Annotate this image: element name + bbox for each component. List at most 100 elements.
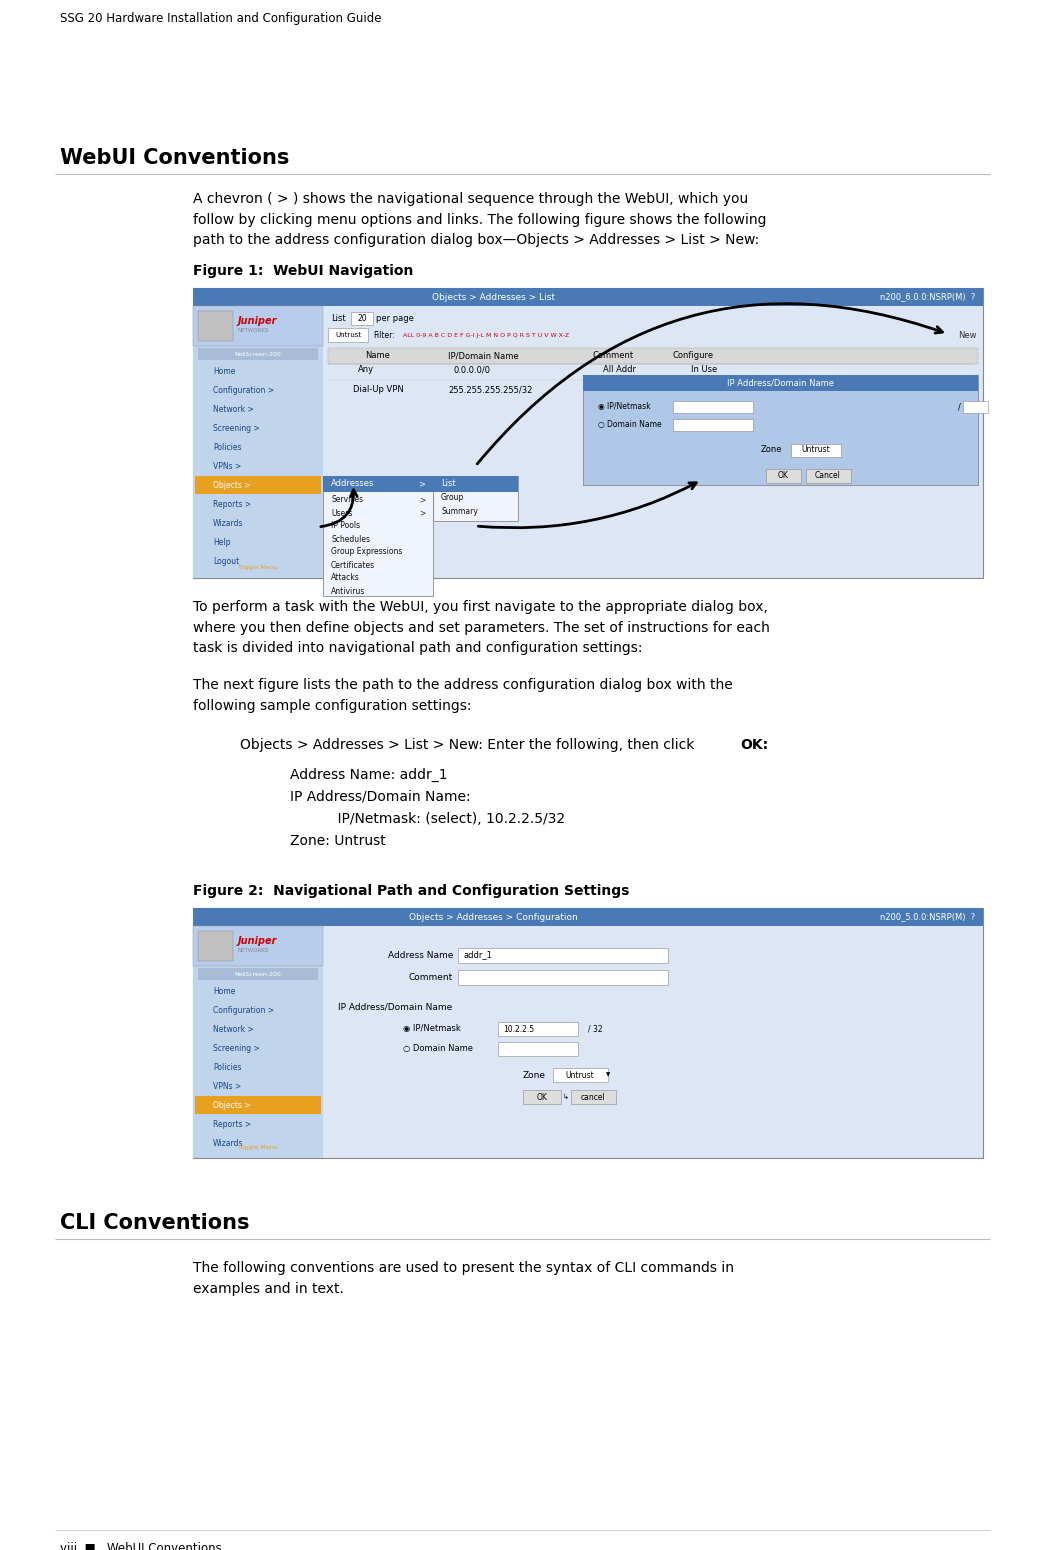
Text: IP Address/Domain Name: IP Address/Domain Name — [727, 378, 834, 388]
Bar — [522, 1090, 561, 1104]
Text: List: List — [441, 479, 456, 488]
Text: Name: Name — [366, 352, 391, 361]
Text: Comment: Comment — [593, 352, 633, 361]
Text: IP/Domain Name: IP/Domain Name — [447, 352, 518, 361]
Text: /: / — [958, 403, 960, 411]
Bar — [323, 476, 433, 597]
Text: NETWORKS: NETWORKS — [238, 329, 270, 333]
Text: Logout: Logout — [213, 556, 239, 566]
Text: ◉ IP/Netmask: ◉ IP/Netmask — [598, 403, 651, 411]
Text: Group Expressions: Group Expressions — [331, 547, 402, 556]
Text: Network >: Network > — [213, 405, 254, 414]
Bar — [498, 1042, 578, 1056]
Text: Any: Any — [358, 366, 374, 375]
Text: Policies: Policies — [213, 1063, 241, 1073]
Text: Screening >: Screening > — [213, 1045, 260, 1052]
Text: OK:: OK: — [740, 738, 768, 752]
Text: Summary: Summary — [441, 507, 478, 516]
Bar — [193, 908, 983, 925]
Text: Help: Help — [213, 538, 231, 547]
Text: Objects > Addresses > Configuration: Objects > Addresses > Configuration — [409, 913, 578, 922]
Text: n200_5.0.0:NSRP(M)  ?: n200_5.0.0:NSRP(M) ? — [880, 913, 975, 922]
Text: / 32: / 32 — [588, 1025, 603, 1034]
Text: VPNs >: VPNs > — [213, 462, 241, 471]
Text: Objects >: Objects > — [213, 480, 251, 490]
Text: Toggle Menu: Toggle Menu — [238, 566, 278, 570]
Bar — [193, 925, 323, 966]
Bar — [198, 932, 233, 961]
Bar — [328, 329, 368, 343]
Text: Untrust: Untrust — [565, 1071, 595, 1079]
Text: 20: 20 — [357, 315, 367, 322]
Text: 0.0.0.0/0: 0.0.0.0/0 — [452, 366, 490, 375]
Text: Cancel: Cancel — [814, 471, 840, 480]
Text: Figure 1:  WebUI Navigation: Figure 1: WebUI Navigation — [193, 264, 414, 277]
Text: IP Address/Domain Name:: IP Address/Domain Name: — [291, 790, 470, 804]
Text: Wizards: Wizards — [213, 519, 243, 529]
Text: The following conventions are used to present the syntax of CLI commands in
exam: The following conventions are used to pr… — [193, 1262, 734, 1296]
Text: Network >: Network > — [213, 1025, 254, 1034]
Text: Configuration >: Configuration > — [213, 1006, 274, 1015]
Text: Services: Services — [331, 496, 363, 504]
Text: SSG 20 Hardware Installation and Configuration Guide: SSG 20 Hardware Installation and Configu… — [60, 12, 381, 25]
Text: Addresses: Addresses — [331, 479, 374, 488]
Text: Users: Users — [331, 508, 352, 518]
FancyArrowPatch shape — [321, 490, 357, 527]
Text: viii  ■   WebUI Conventions: viii ■ WebUI Conventions — [60, 1542, 222, 1550]
Text: Certificates: Certificates — [331, 561, 375, 569]
Text: 10.2.2.5: 10.2.2.5 — [503, 1025, 534, 1034]
Bar — [433, 476, 518, 491]
Text: cancel: cancel — [581, 1093, 605, 1102]
Text: IP Address/Domain Name: IP Address/Domain Name — [338, 1003, 452, 1012]
Text: OK: OK — [536, 1093, 548, 1102]
Text: per page: per page — [376, 315, 414, 322]
Text: ALL 0-9 A B C D E F G-I J-L M N O P Q R S T U V W X-Z: ALL 0-9 A B C D E F G-I J-L M N O P Q R … — [403, 333, 570, 338]
Text: Juniper: Juniper — [238, 316, 277, 326]
Bar — [571, 1090, 616, 1104]
Bar — [498, 1021, 578, 1035]
Text: >: > — [419, 508, 425, 518]
Text: CLI Conventions: CLI Conventions — [60, 1214, 250, 1232]
Text: NETWORKS: NETWORKS — [238, 949, 270, 953]
Bar — [198, 349, 318, 360]
Text: VPNs >: VPNs > — [213, 1082, 241, 1091]
Bar — [193, 305, 323, 346]
Bar — [583, 375, 978, 391]
Text: Juniper: Juniper — [238, 936, 277, 945]
Text: Untrust: Untrust — [802, 445, 830, 454]
Bar — [193, 925, 323, 1158]
Bar — [553, 1068, 608, 1082]
Text: The next figure lists the path to the address configuration dialog box with the
: The next figure lists the path to the ad… — [193, 677, 733, 713]
Text: Reports >: Reports > — [213, 1121, 251, 1128]
Text: Zone: Zone — [522, 1071, 545, 1079]
Text: OK: OK — [779, 471, 789, 480]
Text: All Addr: All Addr — [603, 366, 636, 375]
Bar — [193, 288, 983, 578]
Text: ▼: ▼ — [606, 1073, 610, 1077]
Text: Comment: Comment — [409, 972, 452, 981]
Bar — [198, 312, 233, 341]
Bar — [583, 375, 978, 485]
Bar — [328, 349, 978, 364]
Bar — [198, 969, 318, 980]
Text: IP/Netmask: (select), 10.2.2.5/32: IP/Netmask: (select), 10.2.2.5/32 — [320, 812, 565, 826]
Text: Wizards: Wizards — [213, 1139, 243, 1149]
Text: Reports >: Reports > — [213, 501, 251, 508]
Text: Configuration >: Configuration > — [213, 386, 274, 395]
FancyArrowPatch shape — [479, 482, 696, 529]
Bar — [806, 470, 851, 484]
Text: New: New — [958, 330, 976, 339]
Text: In Use: In Use — [691, 366, 717, 375]
Text: Filter:: Filter: — [373, 330, 395, 339]
Bar — [458, 949, 668, 963]
Text: A chevron ( > ) shows the navigational sequence through the WebUI, which you
fol: A chevron ( > ) shows the navigational s… — [193, 192, 766, 246]
Text: To perform a task with the WebUI, you first navigate to the appropriate dialog b: To perform a task with the WebUI, you fi… — [193, 600, 770, 656]
Bar — [673, 418, 753, 431]
Text: ○ Domain Name: ○ Domain Name — [598, 420, 661, 429]
Text: NetScreen-200: NetScreen-200 — [235, 352, 281, 356]
Text: 255.255.255.255/32: 255.255.255.255/32 — [448, 386, 532, 395]
Text: Objects > Addresses > List: Objects > Addresses > List — [432, 293, 555, 302]
Text: Figure 2:  Navigational Path and Configuration Settings: Figure 2: Navigational Path and Configur… — [193, 883, 629, 897]
Text: List: List — [331, 315, 346, 322]
Text: Objects > Addresses > List > New: Enter the following, then click: Objects > Addresses > List > New: Enter … — [240, 738, 699, 752]
